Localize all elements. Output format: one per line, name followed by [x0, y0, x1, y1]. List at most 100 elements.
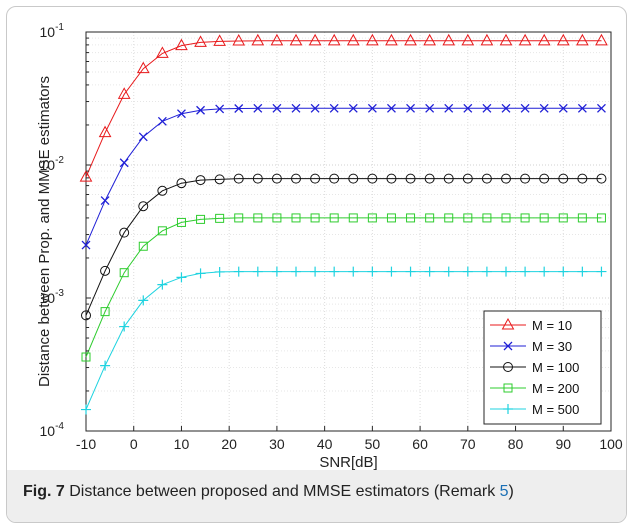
data-point: [558, 103, 568, 113]
legend: M = 10 M = 30 M = 100 M = 200 M = 500: [483, 310, 602, 425]
data-point: [308, 33, 322, 46]
data-point: [576, 33, 589, 46]
x-tick-label: -10: [76, 436, 96, 452]
data-point: [367, 213, 377, 223]
x-tick-label: 60: [412, 436, 428, 452]
data-point: [386, 213, 396, 223]
data-point: [444, 213, 454, 223]
data-point: [577, 266, 588, 277]
data-point: [289, 33, 303, 46]
caption-remark-link[interactable]: 5: [499, 483, 509, 500]
data-point: [271, 173, 282, 184]
data-point: [327, 33, 341, 46]
data-point: [404, 33, 417, 46]
data-point: [539, 266, 550, 277]
data-point: [462, 266, 473, 277]
data-point: [501, 103, 511, 113]
data-point: [100, 307, 110, 317]
data-point: [537, 33, 551, 46]
data-point: [329, 103, 339, 113]
data-point: [252, 173, 263, 184]
data-point: [558, 213, 568, 223]
caption-close: ): [508, 483, 514, 500]
series-1: [81, 103, 606, 250]
data-point: [194, 35, 207, 47]
data-point: [329, 173, 340, 184]
x-tick-label: 70: [460, 436, 476, 452]
x-tick-label: 40: [317, 436, 333, 452]
data-point: [215, 104, 225, 114]
data-point: [518, 33, 532, 46]
data-point: [234, 104, 244, 113]
caption-label: Fig. 7: [23, 483, 65, 500]
data-point: [481, 266, 492, 277]
data-point: [539, 213, 549, 223]
data-point: [251, 33, 265, 46]
data-point: [425, 213, 435, 223]
data-point: [156, 46, 169, 58]
x-tick-label: 50: [365, 436, 381, 452]
series-line: [85, 271, 602, 410]
data-point: [367, 266, 378, 277]
series-4: [81, 266, 607, 415]
data-point: [272, 103, 282, 113]
data-point: [405, 173, 416, 184]
series-line: [85, 178, 602, 316]
plot-frame: [85, 31, 612, 432]
series-0: [79, 33, 608, 182]
data-point: [310, 173, 321, 184]
data-point: [138, 201, 149, 212]
data-point: [596, 173, 607, 184]
data-point: [119, 268, 129, 278]
data-point: [595, 33, 608, 46]
data-point: [138, 132, 148, 142]
data-point: [482, 103, 492, 113]
data-point: [157, 279, 168, 290]
figure-card: Fig. 7 Distance between proposed and MMS…: [6, 6, 627, 523]
data-point: [406, 213, 416, 223]
data-point: [196, 105, 206, 115]
data-point: [272, 213, 282, 223]
data-point: [195, 268, 206, 279]
data-point: [81, 240, 91, 250]
data-point: [100, 196, 110, 206]
data-point: [406, 103, 416, 113]
x-tick-label: 10: [174, 436, 190, 452]
data-point: [556, 33, 570, 46]
x-tick-label: 100: [599, 436, 623, 452]
data-point: [596, 213, 606, 223]
data-point: [386, 103, 396, 113]
legend-entry: M = 500: [532, 402, 579, 417]
series-line: [85, 107, 602, 246]
data-point: [499, 33, 513, 46]
legend-entry: M = 30: [532, 339, 572, 354]
data-point: [539, 103, 549, 113]
data-point: [138, 241, 148, 251]
data-point: [310, 266, 321, 277]
x-tick-label: 30: [269, 436, 285, 452]
data-point: [234, 213, 244, 223]
legend-entry: M = 100: [532, 360, 579, 375]
legend-marker: [503, 383, 513, 393]
data-point: [253, 103, 263, 113]
data-point: [157, 116, 167, 126]
data-point: [577, 173, 588, 184]
data-point: [520, 173, 531, 184]
data-point: [348, 213, 358, 223]
data-point: [482, 213, 492, 223]
y-axis-label: Distance between Prop. and MMSE estimato…: [36, 76, 53, 387]
data-point: [443, 266, 454, 277]
data-point: [558, 173, 569, 184]
series-2: [81, 173, 607, 321]
data-point: [138, 295, 149, 306]
data-point: [253, 213, 263, 223]
data-point: [119, 321, 130, 332]
grid-layer: [86, 32, 611, 431]
data-point: [81, 404, 91, 415]
data-point: [501, 213, 511, 223]
data-point: [539, 173, 550, 184]
data-point: [329, 213, 339, 223]
data-point: [157, 185, 168, 196]
caption-band: Fig. 7 Distance between proposed and MMS…: [7, 470, 626, 522]
data-point: [596, 103, 606, 113]
